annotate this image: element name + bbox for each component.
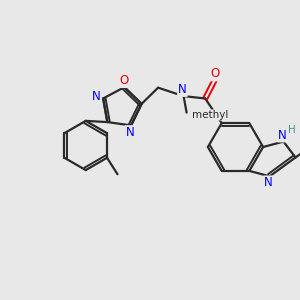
Text: N: N	[125, 126, 134, 139]
Text: N: N	[278, 128, 287, 142]
Text: O: O	[120, 74, 129, 87]
Text: methyl: methyl	[192, 110, 228, 120]
Text: N: N	[178, 83, 187, 96]
Text: H: H	[288, 124, 296, 135]
Text: N: N	[264, 176, 273, 189]
Text: N: N	[92, 90, 101, 103]
Text: O: O	[210, 68, 219, 80]
